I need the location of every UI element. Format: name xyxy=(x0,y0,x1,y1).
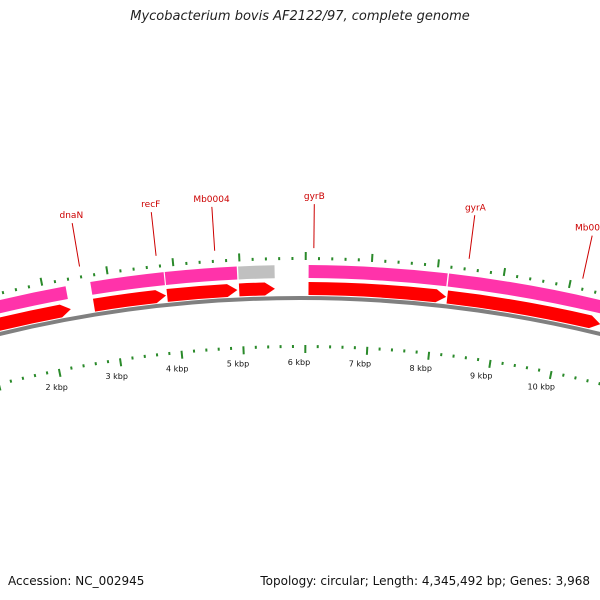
tick-mark xyxy=(82,364,85,368)
tick-mark xyxy=(513,363,517,368)
gene-label-line xyxy=(150,212,157,256)
scale-label: 9 kbp xyxy=(470,372,492,381)
tick-mark xyxy=(537,368,541,372)
tick-mark xyxy=(79,275,83,279)
gene-labels: dnaN recF Mb0004 gyrB gyrA Mb0007 xyxy=(60,192,600,279)
tick-mark xyxy=(437,259,440,268)
tick-mark xyxy=(593,290,597,294)
gene-label: gyrB xyxy=(304,192,325,202)
scale-label: 2 kbp xyxy=(45,383,67,392)
tick-mark xyxy=(53,279,57,284)
scale-label: 6 kbp xyxy=(288,358,310,367)
tick-mark xyxy=(180,350,184,359)
tick-mark xyxy=(119,358,123,367)
genome-stats-text: Topology: circular; Length: 4,345,492 bp… xyxy=(260,574,590,588)
gene-label: Mb0004 xyxy=(193,195,230,205)
tick-mark xyxy=(574,376,577,380)
tick-mark xyxy=(14,287,18,292)
tick-mark xyxy=(427,351,431,360)
tick-mark xyxy=(586,379,589,383)
tick-row-inner xyxy=(0,345,600,391)
gene-track xyxy=(0,265,600,314)
tick-mark xyxy=(502,267,507,277)
cds-track xyxy=(0,282,600,331)
cds-arrow xyxy=(446,290,600,329)
cds-arrow xyxy=(0,304,71,331)
tick-mark xyxy=(39,277,44,286)
genome-backbone xyxy=(0,296,600,337)
scale-label: 4 kbp xyxy=(166,364,188,373)
tick-row-outer xyxy=(1,252,597,295)
tick-mark xyxy=(525,366,529,370)
gene-label-line xyxy=(71,223,81,267)
tick-mark xyxy=(528,277,532,281)
tick-mark xyxy=(105,266,109,275)
gene-label-line xyxy=(211,206,216,251)
scale-labels: 2 kbp 3 kbp 4 kbp 5 kbp 6 kbp 7 kbp 8 kbp 9 kbp… xyxy=(45,358,555,392)
scale-label: 10 kbp xyxy=(528,382,556,391)
cds-arrow xyxy=(308,282,447,303)
gene-bar xyxy=(0,286,68,314)
scale-label: 8 kbp xyxy=(410,364,432,373)
gene-bar xyxy=(308,265,448,287)
gene-bar xyxy=(447,273,600,314)
gene-bar xyxy=(164,266,238,285)
cds-arrow xyxy=(92,290,167,312)
tick-mark xyxy=(562,373,565,377)
map-title: Mycobacterium bovis AF2122/97, complete … xyxy=(130,9,470,24)
tick-mark xyxy=(33,373,37,378)
tick-mark xyxy=(555,282,558,286)
tick-mark xyxy=(45,371,49,375)
gene-label: dnaN xyxy=(60,211,84,221)
tick-mark xyxy=(94,362,97,366)
gene-label: recF xyxy=(141,200,160,210)
tick-mark xyxy=(57,368,62,377)
tick-mark xyxy=(70,366,73,370)
gene-bar xyxy=(238,265,275,280)
tick-mark xyxy=(580,287,584,291)
tick-mark xyxy=(66,277,70,281)
tick-mark xyxy=(548,370,553,380)
gene-label-line xyxy=(582,235,593,279)
gene-label: gyrA xyxy=(465,203,487,213)
tick-mark xyxy=(488,359,492,368)
scale-label: 5 kbp xyxy=(227,360,249,369)
scale-label: 3 kbp xyxy=(105,372,127,381)
gene-bar xyxy=(90,272,165,295)
accession-text: Accession: NC_002945 xyxy=(8,574,145,588)
gene-label-line xyxy=(468,215,476,259)
tick-mark xyxy=(1,290,5,295)
tick-mark xyxy=(27,285,31,289)
cds-arrow xyxy=(166,284,238,302)
tick-mark xyxy=(542,279,545,283)
gene-label: Mb0007 xyxy=(575,224,600,234)
tick-mark xyxy=(568,279,572,289)
tick-mark xyxy=(21,376,25,380)
scale-label: 7 kbp xyxy=(349,359,371,368)
cds-arrow xyxy=(238,282,275,297)
tick-mark xyxy=(171,258,175,267)
tick-mark xyxy=(9,379,13,383)
